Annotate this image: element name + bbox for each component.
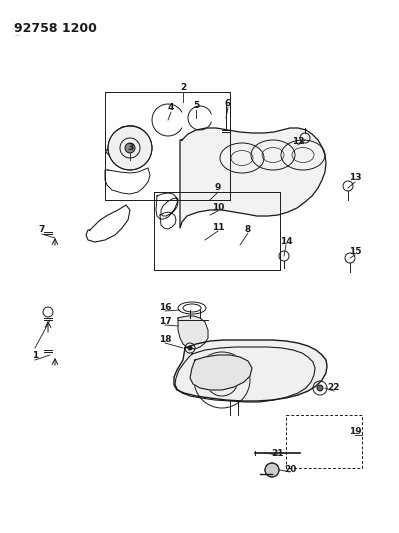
Text: 3: 3 xyxy=(127,143,133,152)
Text: 92758 1200: 92758 1200 xyxy=(14,22,97,35)
Text: 16: 16 xyxy=(159,303,171,312)
Text: 4: 4 xyxy=(168,103,174,112)
Polygon shape xyxy=(178,316,208,349)
Circle shape xyxy=(317,385,323,391)
Text: 11: 11 xyxy=(212,223,224,232)
Polygon shape xyxy=(174,340,327,401)
Polygon shape xyxy=(180,128,326,228)
Text: ___: ___ xyxy=(14,32,20,36)
Text: 8: 8 xyxy=(245,225,251,235)
Text: 2: 2 xyxy=(180,84,186,93)
Text: 17: 17 xyxy=(159,318,171,327)
Text: 10: 10 xyxy=(212,204,224,213)
Circle shape xyxy=(188,346,192,350)
Text: 6: 6 xyxy=(225,100,231,109)
Text: 7: 7 xyxy=(39,225,45,235)
Text: 13: 13 xyxy=(349,174,361,182)
Text: 5: 5 xyxy=(193,101,199,110)
Text: 15: 15 xyxy=(349,247,361,256)
Text: 9: 9 xyxy=(215,183,221,192)
Text: 21: 21 xyxy=(272,448,284,457)
Text: 22: 22 xyxy=(328,384,340,392)
Polygon shape xyxy=(190,355,252,390)
Text: 12: 12 xyxy=(292,138,304,147)
Text: 18: 18 xyxy=(159,335,171,344)
Circle shape xyxy=(108,126,152,170)
Text: 14: 14 xyxy=(280,238,292,246)
Circle shape xyxy=(125,143,135,153)
Text: 1: 1 xyxy=(32,351,38,359)
Circle shape xyxy=(265,463,279,477)
Text: 19: 19 xyxy=(349,427,361,437)
Text: 20: 20 xyxy=(284,465,296,474)
